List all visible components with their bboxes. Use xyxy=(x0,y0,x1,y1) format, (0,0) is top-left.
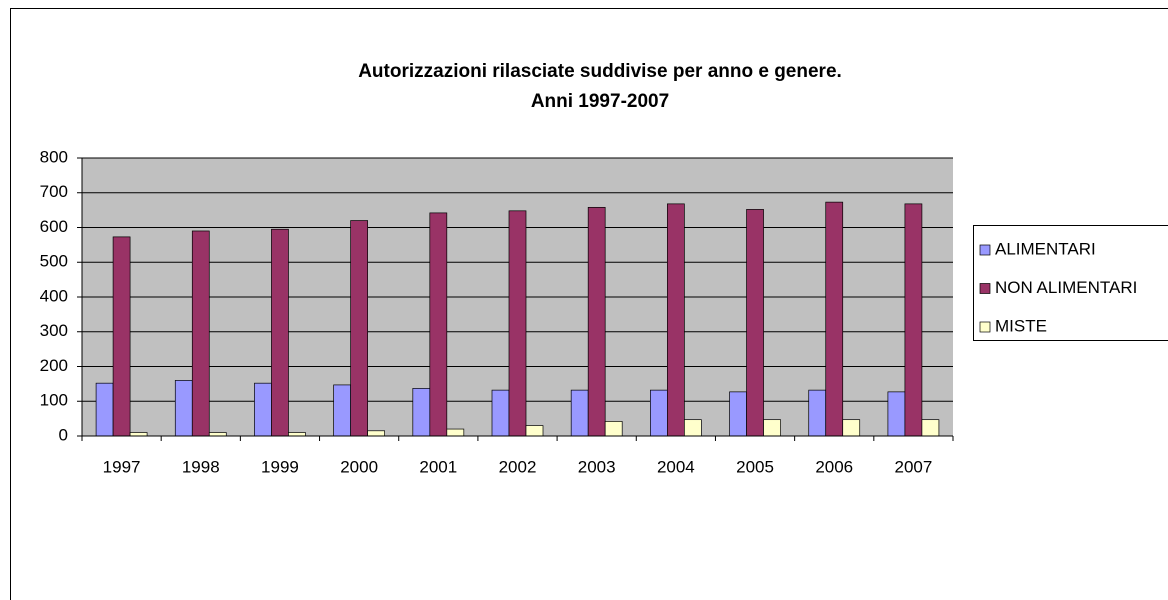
x-tick-label: 2004 xyxy=(657,457,695,476)
bar xyxy=(129,432,148,437)
bar xyxy=(842,419,861,437)
bar xyxy=(684,419,702,437)
x-tick-label: 2001 xyxy=(419,457,457,476)
legend-label: ALIMENTARI xyxy=(995,239,1096,258)
x-tick-label: 2000 xyxy=(340,457,378,476)
x-tick-label: 2005 xyxy=(736,457,774,476)
bar xyxy=(254,382,272,437)
y-tick-label: 600 xyxy=(40,217,68,236)
bar xyxy=(808,389,827,437)
bar xyxy=(208,432,227,437)
bar xyxy=(429,212,448,437)
bar xyxy=(887,391,906,437)
bar xyxy=(904,203,923,437)
bar xyxy=(95,382,114,437)
bar xyxy=(191,230,210,437)
bar xyxy=(367,430,385,437)
bar xyxy=(412,388,431,437)
legend-label: NON ALIMENTARI xyxy=(995,278,1137,297)
bar xyxy=(525,425,544,437)
legend-label: MISTE xyxy=(995,316,1047,335)
bar xyxy=(604,421,623,437)
x-tick-label: 2006 xyxy=(815,457,853,476)
chart-subtitle: Anni 1997-2007 xyxy=(531,91,669,112)
bar xyxy=(729,391,747,437)
bar xyxy=(333,384,351,437)
y-tick-label: 400 xyxy=(40,286,68,305)
bar xyxy=(491,389,510,437)
bar xyxy=(746,209,764,437)
bar xyxy=(271,228,289,437)
y-tick-label: 700 xyxy=(40,182,68,201)
bar xyxy=(921,419,940,437)
bar xyxy=(288,432,306,437)
bar xyxy=(587,206,606,437)
bar xyxy=(508,210,527,437)
y-tick-label: 800 xyxy=(40,147,68,166)
y-tick-label: 100 xyxy=(40,391,68,410)
bar xyxy=(112,236,131,437)
x-tick-label: 2003 xyxy=(578,457,616,476)
x-tick-label: 1998 xyxy=(182,457,220,476)
x-tick-label: 1999 xyxy=(261,457,299,476)
x-tick-label: 1997 xyxy=(103,457,141,476)
bar xyxy=(570,389,589,437)
bar xyxy=(650,389,668,437)
bar xyxy=(763,419,781,437)
y-tick-label: 0 xyxy=(59,425,68,444)
bar xyxy=(446,428,465,437)
y-tick-label: 500 xyxy=(40,252,68,271)
legend-swatch xyxy=(979,283,991,294)
y-tick-label: 200 xyxy=(40,356,68,375)
bar xyxy=(667,203,685,437)
x-tick-label: 2002 xyxy=(499,457,537,476)
bar xyxy=(825,201,844,437)
x-tick-label: 2007 xyxy=(894,457,932,476)
legend-swatch xyxy=(979,321,991,333)
chart-title: Autorizzazioni rilasciate suddivise per … xyxy=(358,61,842,82)
bar xyxy=(350,220,368,437)
legend-swatch xyxy=(979,244,991,256)
legend-box xyxy=(973,225,1168,341)
y-tick-label: 300 xyxy=(40,321,68,340)
bar xyxy=(174,380,193,437)
